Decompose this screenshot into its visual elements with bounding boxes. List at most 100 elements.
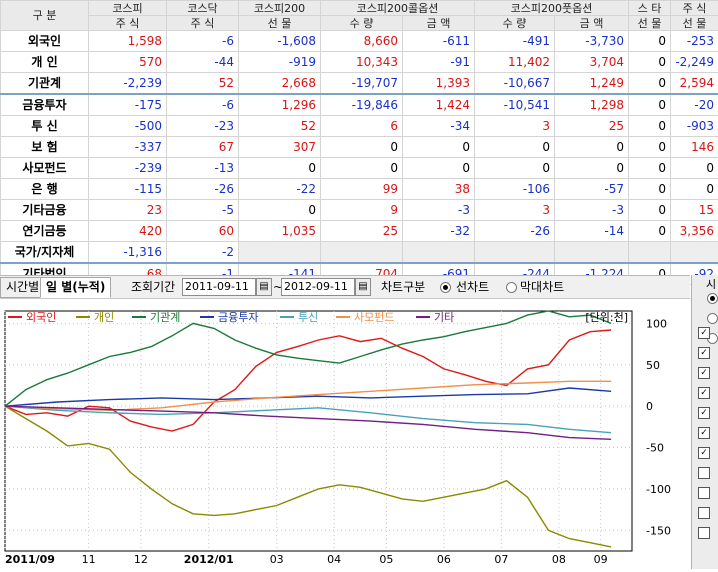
table-cell: -903 (671, 116, 718, 137)
table-cell: -10,541 (475, 94, 555, 116)
tab-hourly[interactable]: 시간별 (0, 277, 45, 298)
calendar-to-icon[interactable]: ▤ (355, 278, 371, 296)
side-radio-1[interactable] (707, 293, 718, 304)
table-cell: 0 (555, 158, 629, 179)
legend-label: 기관계 (150, 311, 180, 324)
table-cell: 23 (89, 200, 167, 221)
table-cell: -44 (167, 52, 239, 73)
table-cell: 0 (475, 158, 555, 179)
unit-label: [단위:천] (585, 310, 628, 324)
table-cell: -6 (167, 94, 239, 116)
table-cell: -19,707 (321, 73, 403, 95)
table-cell: 25 (555, 116, 629, 137)
series-checkbox[interactable]: ✓ (698, 407, 710, 419)
table-cell: 0 (321, 137, 403, 158)
table-cell: 1,035 (239, 221, 321, 242)
table-cell: 3,356 (671, 221, 718, 242)
header-stock-fut-sub: 선 물 (671, 16, 718, 31)
table-cell: -1,608 (239, 31, 321, 52)
row-label: 기타금융 (1, 200, 89, 221)
table-cell: 0 (321, 158, 403, 179)
header-put-qty: 수 량 (475, 16, 555, 31)
row-label: 투 신 (1, 116, 89, 137)
table-cell: 25 (321, 221, 403, 242)
header-star-sub: 선 물 (629, 16, 671, 31)
table-cell: 2,594 (671, 73, 718, 95)
empty-cell (671, 242, 718, 264)
x-tick-label: 04 (327, 553, 341, 566)
series-checkbox[interactable]: ✓ (698, 427, 710, 439)
table-cell: 0 (475, 137, 555, 158)
table-cell: 1,424 (403, 94, 475, 116)
table-cell: -611 (403, 31, 475, 52)
table-cell: 3 (475, 116, 555, 137)
table-cell: 3 (475, 200, 555, 221)
series-checkbox[interactable]: ✓ (698, 447, 710, 459)
y-tick-label: 50 (646, 359, 660, 372)
table-cell: 0 (239, 158, 321, 179)
series-checkbox[interactable] (698, 467, 710, 479)
table-row-government: 국가/지자체-1,316-2 (1, 242, 718, 264)
x-tick-label: 11 (82, 553, 96, 566)
table-cell: -22 (239, 179, 321, 200)
table-cell: -13 (167, 158, 239, 179)
table-cell: 0 (629, 116, 671, 137)
series-checkbox[interactable]: ✓ (698, 347, 710, 359)
legend-label: 금융투자 (218, 311, 258, 324)
table-cell: -19,846 (321, 94, 403, 116)
tab-daily[interactable]: 일 별(누적) (40, 277, 111, 298)
table-cell: -26 (475, 221, 555, 242)
table-cell: -500 (89, 116, 167, 137)
x-tick-label: 05 (379, 553, 393, 566)
series-checkbox[interactable] (698, 507, 710, 519)
radio-line-chart[interactable] (440, 282, 451, 293)
table-cell: 1,598 (89, 31, 167, 52)
header-kosdaq: 코스닥 (167, 1, 239, 16)
series-checkbox[interactable]: ✓ (698, 387, 710, 399)
table-cell: 0 (555, 137, 629, 158)
table-cell: -26 (167, 179, 239, 200)
table-cell: -2 (167, 242, 239, 264)
series-checkbox[interactable] (698, 527, 710, 539)
table-cell: 8,660 (321, 31, 403, 52)
date-from-input[interactable]: 2011-09-11 (182, 278, 256, 296)
header-star: 스 타 (629, 1, 671, 16)
table-cell: -34 (403, 116, 475, 137)
empty-cell (403, 242, 475, 264)
table-cell: -337 (89, 137, 167, 158)
header-call-qty: 수 량 (321, 16, 403, 31)
legend-label: 기타 (434, 311, 454, 324)
table-cell: 60 (167, 221, 239, 242)
table-cell: 1,393 (403, 73, 475, 95)
table-cell: 67 (167, 137, 239, 158)
legend-label: 사모펀드 (354, 311, 394, 324)
series-checkbox[interactable]: ✓ (698, 367, 710, 379)
series-checkbox[interactable]: ✓ (698, 327, 710, 339)
table-cell: 52 (167, 73, 239, 95)
table-cell: -6 (167, 31, 239, 52)
x-tick-label: 2011/09 (5, 553, 55, 566)
table-cell: -491 (475, 31, 555, 52)
table-cell: -57 (555, 179, 629, 200)
side-radio-2[interactable] (707, 313, 718, 324)
table-cell: -106 (475, 179, 555, 200)
table-cell: -1,316 (89, 242, 167, 264)
table-cell: -32 (403, 221, 475, 242)
table-cell: 0 (403, 137, 475, 158)
date-to-input[interactable]: 2012-09-11 (281, 278, 355, 296)
calendar-from-icon[interactable]: ▤ (256, 278, 272, 296)
x-tick-label: 07 (494, 553, 508, 566)
table-cell: -91 (403, 52, 475, 73)
empty-cell (239, 242, 321, 264)
series-checkbox[interactable] (698, 487, 710, 499)
radio-bar-chart[interactable] (506, 282, 517, 293)
table-cell: -3,730 (555, 31, 629, 52)
table-cell: 0 (671, 179, 718, 200)
table-cell: 0 (629, 73, 671, 95)
chart-toolbar: 시간별 일 별(누적) 조회기간 2011-09-11 ▤ ~ 2012-09-… (0, 275, 690, 299)
period-label: 조회기간 (131, 279, 175, 295)
table-cell: -919 (239, 52, 321, 73)
